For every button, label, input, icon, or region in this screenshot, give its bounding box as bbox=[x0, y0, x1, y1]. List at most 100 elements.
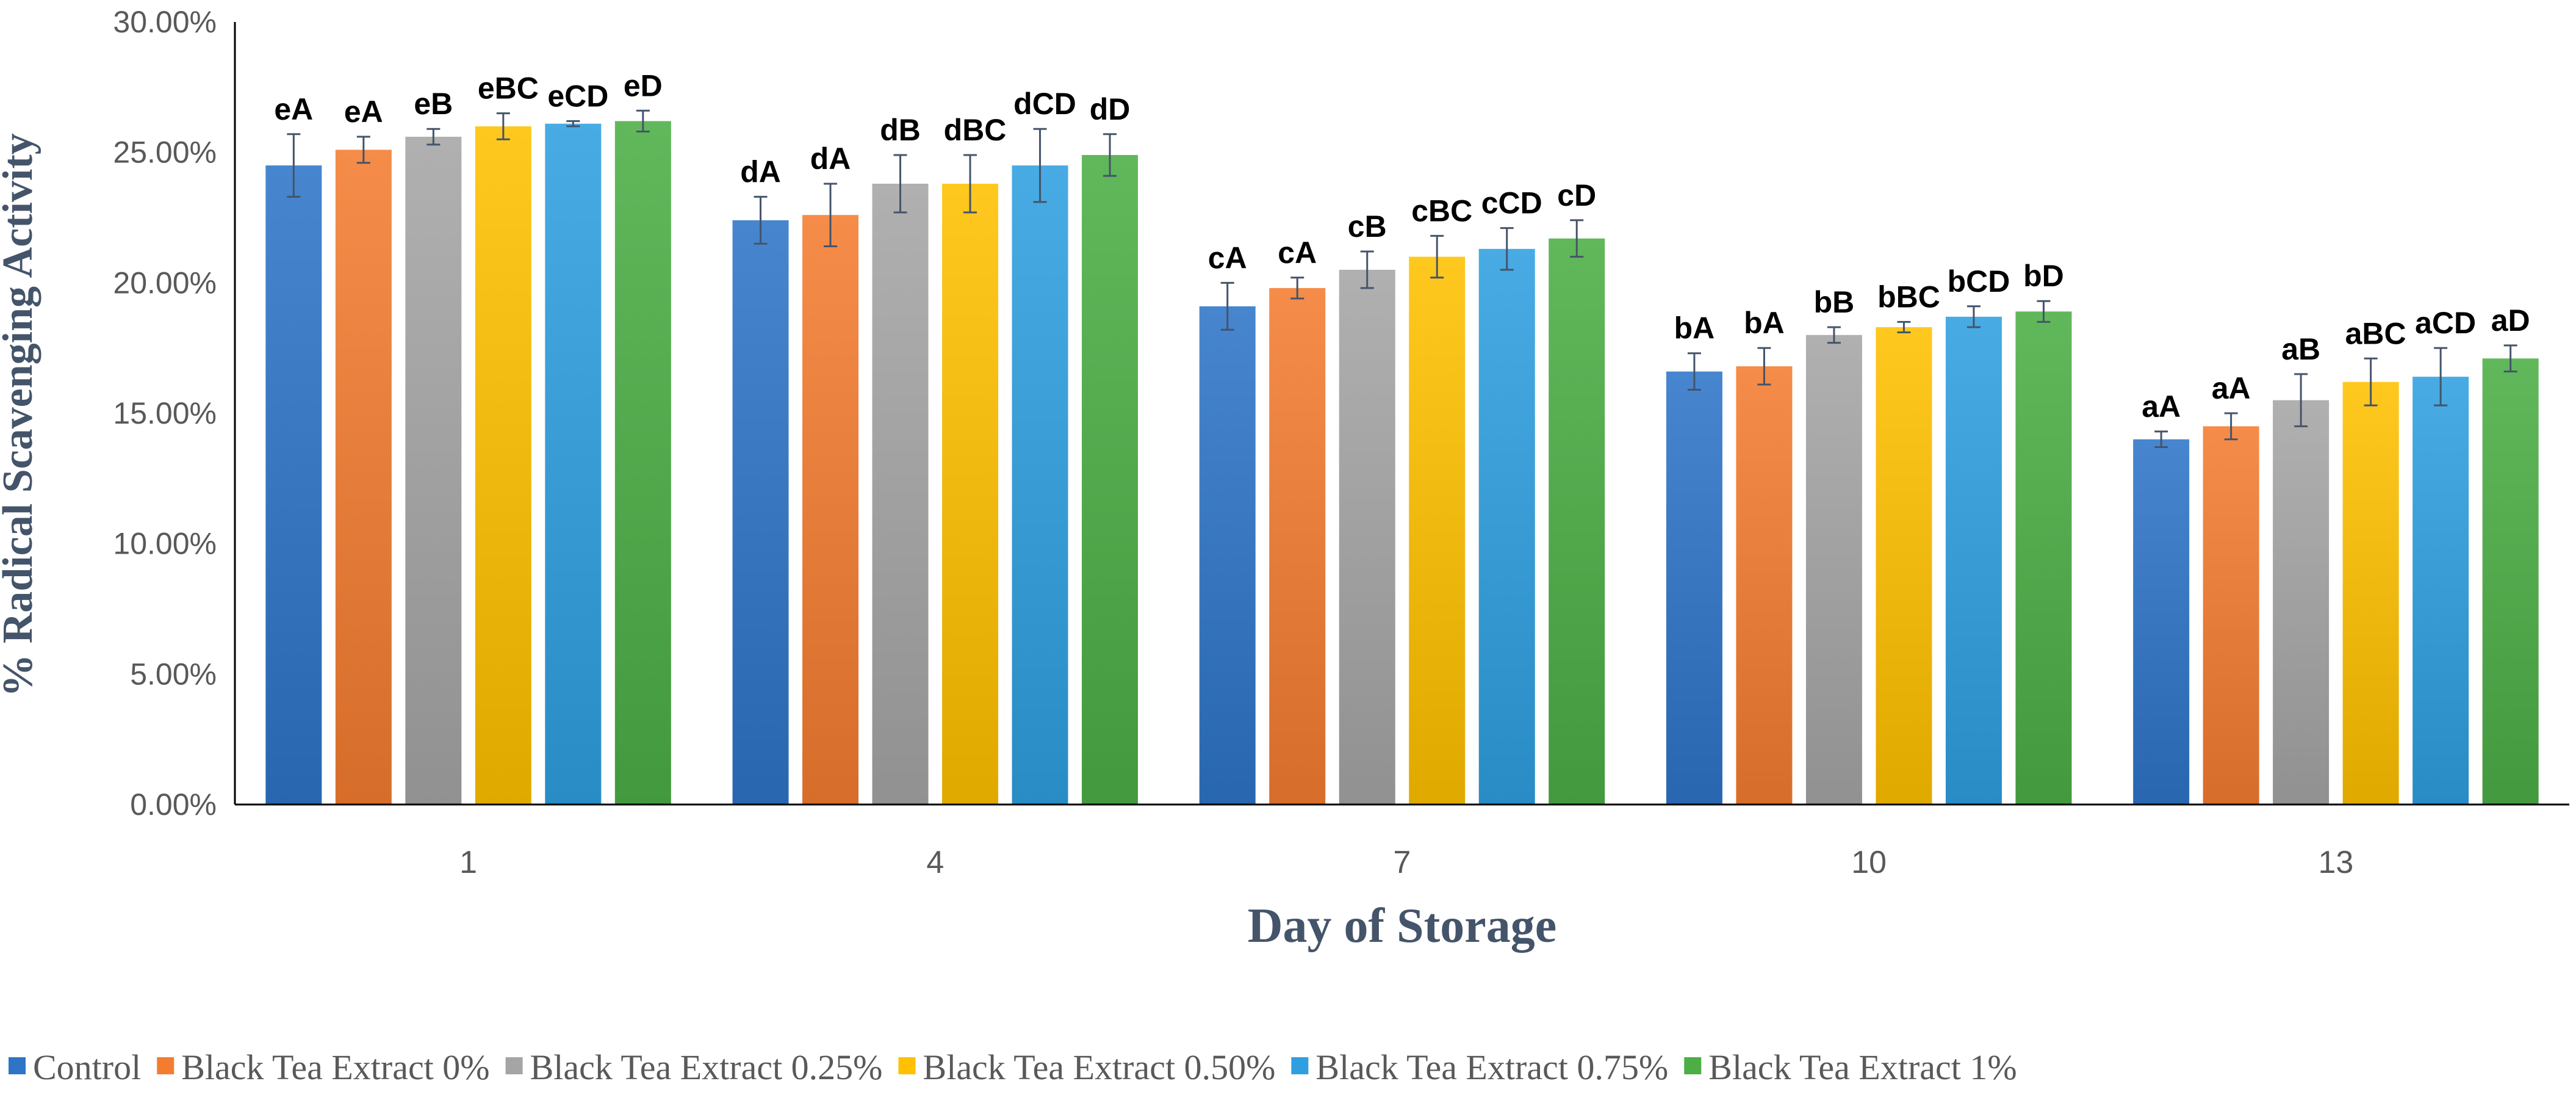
legend-swatch bbox=[1291, 1057, 1309, 1074]
bar bbox=[732, 220, 789, 805]
bar bbox=[265, 165, 322, 805]
significance-label: aA bbox=[2142, 389, 2181, 424]
bar bbox=[1409, 256, 1466, 805]
error-bar bbox=[496, 112, 510, 140]
error-bar bbox=[1360, 250, 1374, 289]
error-bar bbox=[893, 154, 907, 214]
bar bbox=[2133, 439, 2190, 805]
x-tick-label: 1 bbox=[459, 845, 477, 880]
legend-swatch bbox=[9, 1057, 26, 1074]
significance-label: cA bbox=[1278, 236, 1317, 270]
bar bbox=[1736, 366, 1793, 805]
y-tick-label: 20.00% bbox=[113, 266, 217, 300]
significance-label: cB bbox=[1348, 209, 1387, 244]
bar bbox=[1876, 327, 1932, 805]
error-bar bbox=[2154, 430, 2168, 449]
significance-label: cA bbox=[1208, 240, 1247, 275]
y-tick-label: 10.00% bbox=[113, 527, 217, 561]
bar bbox=[1945, 316, 2002, 805]
significance-label: aA bbox=[2212, 371, 2251, 405]
error-bar bbox=[2224, 412, 2238, 441]
y-axis-title: % Radical Scavenging Activity bbox=[0, 133, 41, 697]
bar bbox=[872, 183, 929, 805]
bar bbox=[1478, 248, 1535, 805]
bar bbox=[2482, 358, 2539, 805]
legend-label: Black Tea Extract 0.75% bbox=[1315, 1047, 1668, 1087]
x-tick-label: 10 bbox=[1851, 845, 1887, 880]
significance-label: bBC bbox=[1877, 280, 1940, 314]
bar bbox=[1199, 306, 1256, 805]
bar bbox=[475, 126, 531, 805]
bar bbox=[802, 215, 859, 805]
bar bbox=[2273, 400, 2330, 805]
significance-label: dA bbox=[740, 154, 781, 189]
bar bbox=[614, 121, 671, 805]
x-tick-label: 7 bbox=[1394, 845, 1411, 880]
bar bbox=[1805, 335, 1862, 805]
legend-label: Black Tea Extract 0% bbox=[181, 1047, 489, 1087]
significance-label: bCD bbox=[1948, 264, 2010, 298]
legend-swatch bbox=[157, 1057, 174, 1074]
significance-label: aB bbox=[2281, 332, 2320, 366]
bar bbox=[1012, 165, 1068, 805]
legend-item: Black Tea Extract 0% bbox=[157, 1047, 490, 1087]
error-bar bbox=[2503, 344, 2517, 373]
error-bar bbox=[1827, 326, 1841, 344]
error-bar bbox=[2294, 373, 2308, 427]
significance-label: cD bbox=[1557, 178, 1596, 212]
legend-swatch bbox=[898, 1057, 916, 1074]
error-bar bbox=[1290, 277, 1304, 300]
error-bar bbox=[1033, 128, 1047, 203]
legend-item: Control bbox=[9, 1047, 141, 1087]
x-tick-label: 4 bbox=[926, 845, 944, 880]
bar bbox=[2015, 311, 2072, 805]
legend-item: Black Tea Extract 0.75% bbox=[1291, 1047, 1668, 1087]
significance-label: aCD bbox=[2415, 306, 2476, 340]
error-bar bbox=[2364, 357, 2378, 407]
significance-label: bA bbox=[1744, 306, 1785, 340]
error-bar bbox=[1687, 352, 1701, 391]
error-bar bbox=[1966, 305, 1981, 328]
error-bar bbox=[2037, 300, 2051, 323]
bar bbox=[2203, 426, 2259, 805]
legend-item: Black Tea Extract 0.25% bbox=[505, 1047, 883, 1087]
significance-label: cCD bbox=[1481, 186, 1542, 220]
error-bar bbox=[1897, 320, 1911, 334]
legend-label: Black Tea Extract 0.25% bbox=[530, 1047, 883, 1087]
significance-label: bA bbox=[1674, 311, 1715, 345]
legend-swatch bbox=[505, 1057, 523, 1074]
significance-label: aD bbox=[2491, 303, 2530, 338]
error-bar bbox=[2434, 347, 2448, 407]
significance-label: aBC bbox=[2345, 316, 2406, 350]
error-bar bbox=[1103, 133, 1117, 177]
y-tick-label: 25.00% bbox=[113, 136, 217, 170]
bar bbox=[942, 183, 999, 805]
error-bar bbox=[754, 195, 768, 245]
error-bar bbox=[356, 136, 370, 164]
significance-label: eA bbox=[274, 92, 313, 126]
legend-item: Black Tea Extract 1% bbox=[1684, 1047, 2017, 1087]
bar bbox=[2412, 377, 2469, 805]
y-tick-label: 15.00% bbox=[113, 396, 217, 430]
bar bbox=[2342, 382, 2399, 805]
error-bar bbox=[566, 120, 580, 128]
error-bar bbox=[1500, 227, 1514, 271]
significance-label: eCD bbox=[547, 79, 608, 113]
y-tick-label: 0.00% bbox=[130, 787, 217, 822]
legend-label: Control bbox=[33, 1047, 141, 1087]
y-tick-label: 30.00% bbox=[113, 5, 217, 39]
error-bar bbox=[824, 183, 838, 248]
error-bar bbox=[1757, 347, 1771, 386]
significance-label: dBC bbox=[944, 113, 1007, 147]
significance-label: dD bbox=[1090, 92, 1131, 126]
significance-label: dB bbox=[880, 113, 921, 147]
significance-label: bB bbox=[1814, 285, 1855, 319]
significance-label: cBC bbox=[1411, 193, 1472, 228]
bar bbox=[1666, 371, 1722, 805]
legend-label: Black Tea Extract 0.50% bbox=[923, 1047, 1276, 1087]
bar bbox=[335, 150, 392, 805]
error-bar bbox=[1570, 219, 1584, 258]
bar bbox=[1082, 154, 1139, 805]
significance-label: dCD bbox=[1013, 87, 1076, 121]
